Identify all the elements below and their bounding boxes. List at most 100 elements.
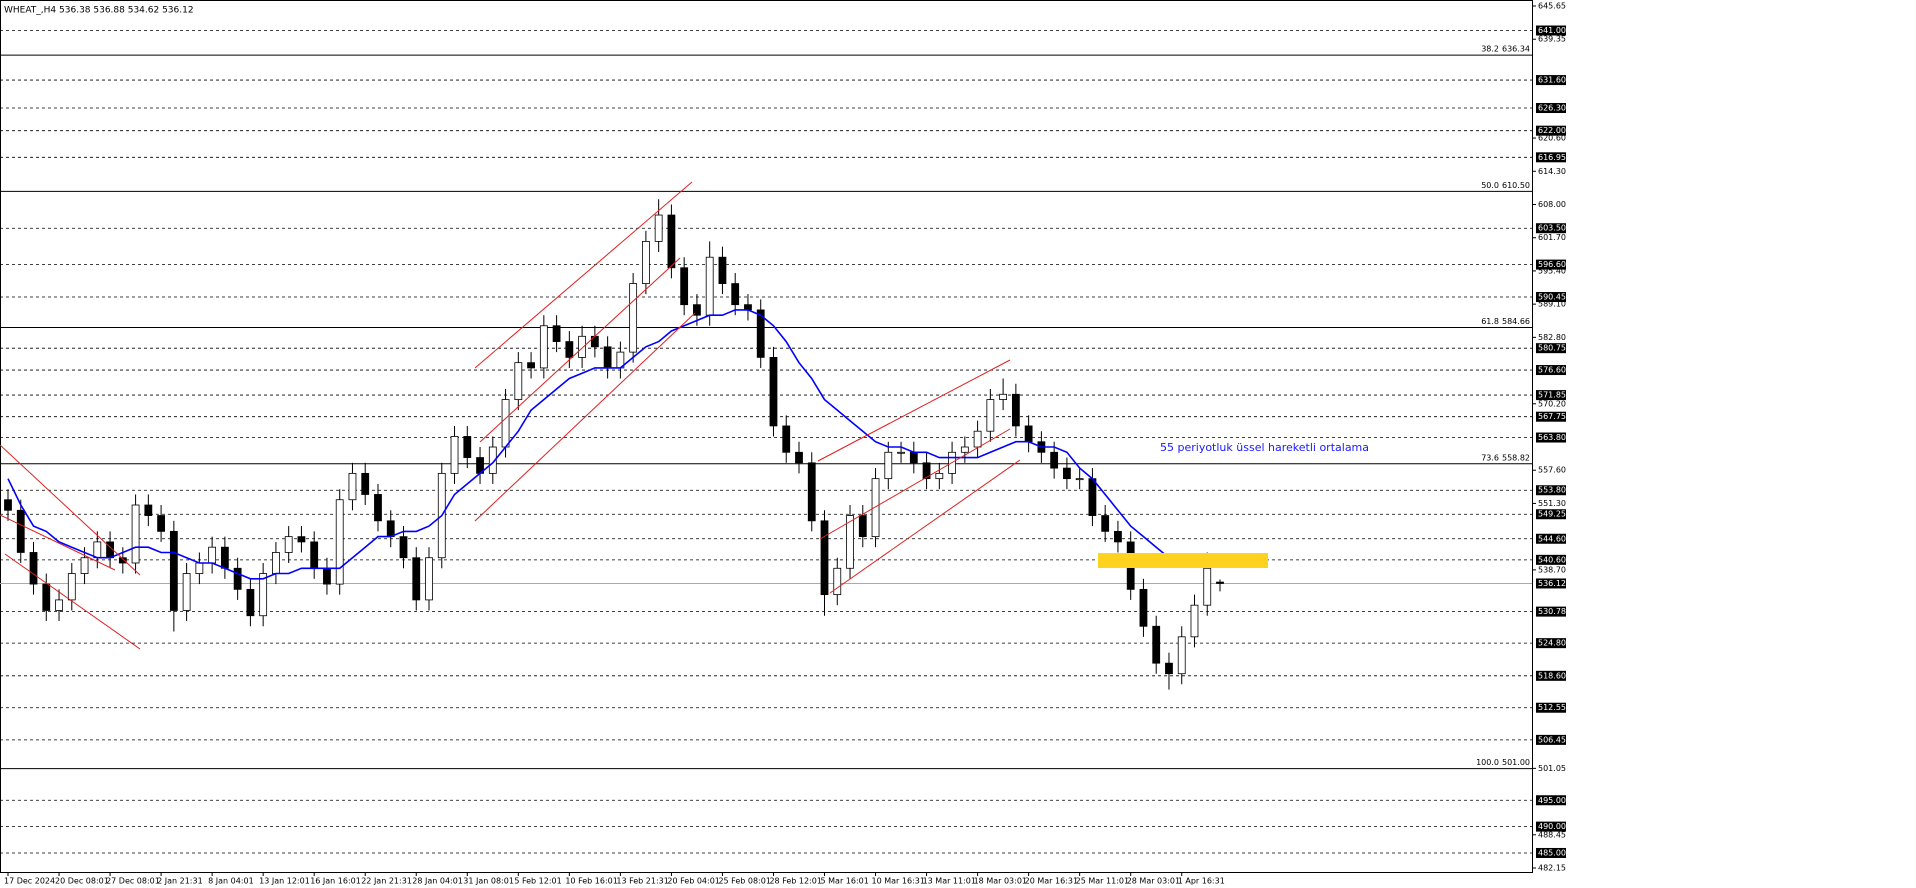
level-label-box [1536,125,1566,136]
candle-body [310,541,319,569]
level-label-box [1536,509,1566,520]
fib-ratio: 61.8 [1481,317,1499,326]
y-tick-label: 557.60 [1538,466,1566,475]
level-label: 506.45 [1538,735,1566,744]
x-tick-label: 25 Feb 08:01 [718,877,770,886]
candle [960,436,969,463]
level-label-box [1536,847,1566,858]
level-label-box [1536,152,1566,163]
x-tick-label: 13 Mar 11:01 [923,877,976,886]
x-tick-label: 2 Jan 21:31 [157,877,203,886]
y-tick-label: 608.00 [1538,200,1566,209]
candle-body [680,267,689,306]
x-tick-label: 20 Dec 08:01 [55,877,109,886]
candle-body [1177,636,1186,675]
level-label: 549.25 [1538,510,1566,519]
candle [42,573,51,621]
x-tick-label: 8 Jan 04:01 [208,877,254,886]
x-tick-label: 17 Dec 2024 [4,877,55,886]
candle [858,505,867,548]
candle [1075,468,1084,490]
candle-body [348,472,357,501]
candle-body [42,583,51,611]
candle-body [654,214,663,242]
candle-body [909,451,918,464]
level-label-box [1536,554,1566,565]
candle-body [769,356,778,427]
candle [1165,652,1173,690]
candle-body [514,362,523,400]
candle-body [1011,393,1020,427]
candle [795,441,803,474]
channel-line [4,553,141,650]
candle [1152,615,1161,674]
x-tick-label: 10 Mar 16:31 [872,877,925,886]
x-tick-label: 20 Feb 04:01 [667,877,719,886]
candle [578,325,587,368]
level-label-box [1536,606,1566,617]
candle-body [67,573,76,601]
candle-body [629,283,638,353]
ema-line [7,309,1220,580]
candle-body [552,325,561,342]
channel-line [817,359,1011,462]
candle [514,352,523,411]
candle-body [399,536,408,559]
x-tick-label: 13 Jan 12:01 [259,877,310,886]
candle-body [55,599,63,611]
channel-line [819,428,1011,540]
candle-body [157,515,165,532]
candle-body [93,541,102,559]
candle [782,415,791,463]
level-label: 495.00 [1538,796,1566,805]
current-price-box [1536,578,1566,589]
candle [1050,441,1059,479]
candle-body [501,399,510,448]
candle-body [846,515,854,569]
candle [182,563,191,621]
candle [374,483,382,532]
fib-ratio: 73.6 [1481,453,1499,462]
candle [922,452,931,490]
candle-body [973,430,982,448]
candle-body [871,478,880,538]
candle [348,462,357,511]
chart-title: WHEAT_,H4 536.38 536.88 534.62 536.12 [4,6,194,16]
candle-body [833,567,842,596]
candle [654,199,663,252]
y-tick-label: 589.10 [1538,300,1566,309]
channel-line [829,459,1021,594]
candle [450,425,459,484]
candle [539,315,548,379]
level-label: 553.80 [1538,486,1566,495]
level-label: 576.60 [1538,366,1566,375]
y-tick-label: 482.15 [1538,864,1566,873]
candle [284,526,293,564]
candle [884,441,893,490]
candle-body [590,335,599,348]
candle-body [386,520,395,538]
level-label-box [1536,821,1566,832]
candle-body [131,504,140,564]
candle-body [884,451,893,480]
x-tick-label: 28 Mar 03:01 [1127,877,1180,886]
level-label-box [1536,292,1566,303]
candle [246,578,255,627]
level-label: 590.45 [1538,293,1566,302]
candle-body [335,499,344,585]
x-tick-label: 5 Mar 16:01 [821,877,869,886]
y-tick-label: 570.20 [1538,399,1566,408]
candle [1177,626,1186,685]
level-label: 641.00 [1538,26,1566,35]
candle [55,589,63,621]
level-label: 596.60 [1538,260,1566,269]
level-label: 485.00 [1538,848,1566,857]
fib-value: 501.00 [1502,758,1530,767]
fib-ratio: 50.0 [1481,181,1499,190]
y-tick-label: 595.40 [1538,266,1566,275]
candle [1114,520,1122,553]
candle [1139,578,1148,637]
candle [1063,457,1071,490]
candle-body [425,557,433,601]
